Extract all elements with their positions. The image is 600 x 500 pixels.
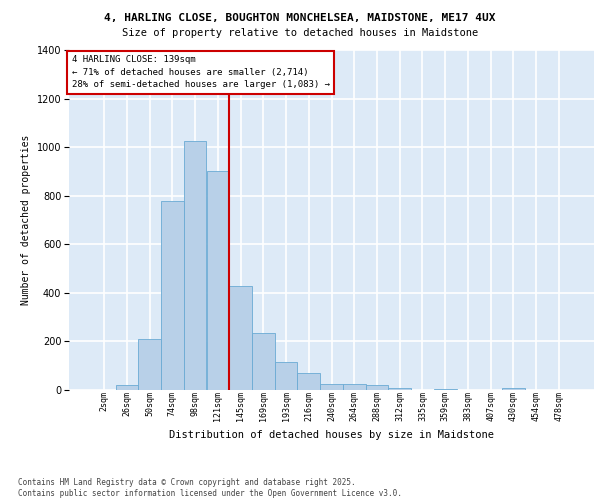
- Bar: [388, 388, 411, 390]
- Y-axis label: Number of detached properties: Number of detached properties: [21, 135, 31, 305]
- Bar: [139, 339, 161, 390]
- Text: Contains HM Land Registry data © Crown copyright and database right 2025.
Contai: Contains HM Land Registry data © Crown c…: [18, 478, 402, 498]
- Bar: [229, 286, 252, 390]
- Bar: [184, 141, 206, 390]
- Bar: [252, 333, 275, 390]
- Bar: [206, 172, 229, 390]
- Bar: [365, 385, 388, 390]
- Text: Size of property relative to detached houses in Maidstone: Size of property relative to detached ho…: [122, 28, 478, 38]
- Bar: [343, 384, 365, 390]
- Bar: [320, 384, 343, 390]
- Text: 4, HARLING CLOSE, BOUGHTON MONCHELSEA, MAIDSTONE, ME17 4UX: 4, HARLING CLOSE, BOUGHTON MONCHELSEA, M…: [104, 12, 496, 22]
- X-axis label: Distribution of detached houses by size in Maidstone: Distribution of detached houses by size …: [169, 430, 494, 440]
- Text: 4 HARLING CLOSE: 139sqm
← 71% of detached houses are smaller (2,714)
28% of semi: 4 HARLING CLOSE: 139sqm ← 71% of detache…: [71, 55, 329, 89]
- Bar: [502, 388, 524, 390]
- Bar: [275, 362, 298, 390]
- Bar: [161, 200, 184, 390]
- Bar: [298, 373, 320, 390]
- Bar: [116, 385, 139, 390]
- Bar: [434, 389, 457, 390]
